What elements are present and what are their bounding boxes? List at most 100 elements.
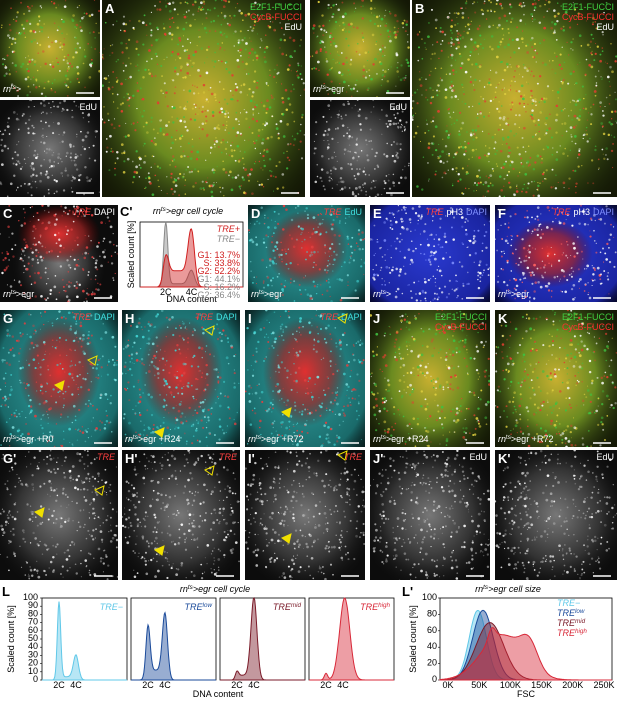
nucleus (317, 284, 319, 286)
nucleus (332, 403, 334, 405)
micrograph (495, 205, 617, 302)
nucleus (132, 97, 135, 99)
nucleus (128, 77, 130, 79)
nucleus (532, 247, 534, 249)
nucleus (147, 329, 150, 332)
nucleus (287, 314, 290, 317)
nucleus (401, 209, 403, 211)
nucleus (348, 144, 351, 146)
nucleus (177, 43, 179, 46)
nucleus (64, 289, 67, 293)
nucleus (40, 141, 42, 143)
nucleus (255, 54, 259, 58)
nucleus (357, 193, 360, 195)
nucleus (214, 169, 216, 171)
nucleus (211, 168, 215, 171)
nucleus (377, 24, 380, 28)
nucleus (399, 148, 402, 151)
nucleus (335, 345, 338, 348)
nucleus (544, 177, 547, 180)
nucleus (218, 425, 222, 428)
nucleus (562, 222, 566, 225)
nucleus (303, 378, 307, 382)
nucleus (578, 115, 581, 118)
text-span: ts (381, 289, 386, 296)
nucleus (346, 235, 349, 238)
nucleus (363, 182, 367, 185)
nucleus (383, 75, 386, 78)
nucleus (297, 64, 300, 67)
nucleus (330, 227, 334, 231)
nucleus (249, 99, 253, 103)
nucleus (337, 51, 339, 53)
nucleus (298, 411, 301, 414)
nucleus (526, 216, 529, 219)
nucleus (426, 123, 429, 126)
nucleus (16, 416, 18, 418)
nucleus (467, 282, 470, 285)
nucleus (64, 390, 67, 393)
nucleus (19, 284, 23, 287)
nucleus (179, 56, 182, 60)
nucleus (358, 360, 362, 364)
nucleus (25, 387, 27, 390)
nucleus (23, 12, 26, 15)
nucleus (459, 65, 463, 68)
nucleus (20, 65, 23, 68)
nucleus (99, 429, 101, 431)
nucleus (253, 223, 256, 225)
nucleus (281, 293, 284, 297)
nucleus (468, 158, 470, 160)
nucleus (528, 256, 531, 259)
nucleus (427, 258, 431, 262)
nucleus (342, 372, 346, 376)
nucleus (508, 12, 511, 15)
nucleus (478, 264, 481, 267)
nucleus (127, 381, 130, 384)
nucleus (337, 436, 341, 439)
nucleus (333, 443, 336, 446)
nucleus (241, 60, 244, 64)
nucleus (8, 363, 12, 367)
nucleus (152, 155, 155, 158)
nucleus (419, 299, 422, 302)
nucleus (135, 65, 137, 67)
nucleus (578, 287, 581, 289)
nucleus (518, 257, 521, 260)
panel-letter: D (251, 206, 260, 221)
nucleus (384, 280, 386, 282)
nucleus (65, 339, 68, 342)
nucleus (27, 437, 30, 440)
nucleus (488, 0, 491, 2)
nucleus (178, 178, 180, 181)
nucleus (345, 37, 348, 40)
nucleus (418, 71, 421, 73)
nucleus (572, 1, 574, 4)
nucleus (285, 208, 288, 211)
nucleus (507, 31, 510, 34)
nucleus (124, 64, 128, 67)
nucleus (16, 11, 19, 14)
nucleus (7, 117, 10, 120)
nucleus (375, 180, 377, 182)
nucleus (187, 337, 190, 340)
nucleus (200, 188, 203, 191)
nucleus (326, 433, 329, 436)
nucleus (496, 165, 499, 167)
nucleus (284, 88, 288, 92)
nucleus (268, 158, 272, 161)
nucleus (225, 110, 228, 113)
nucleus (159, 425, 162, 427)
nucleus (220, 339, 223, 343)
nucleus (286, 68, 290, 71)
nucleus (350, 255, 352, 257)
nucleus (328, 247, 332, 250)
nucleus (97, 282, 99, 284)
nucleus (301, 247, 303, 249)
nucleus (47, 221, 51, 224)
nucleus (173, 158, 176, 161)
nucleus (335, 393, 339, 397)
nucleus (498, 82, 500, 84)
nucleus (429, 263, 432, 266)
nucleus (489, 174, 493, 178)
